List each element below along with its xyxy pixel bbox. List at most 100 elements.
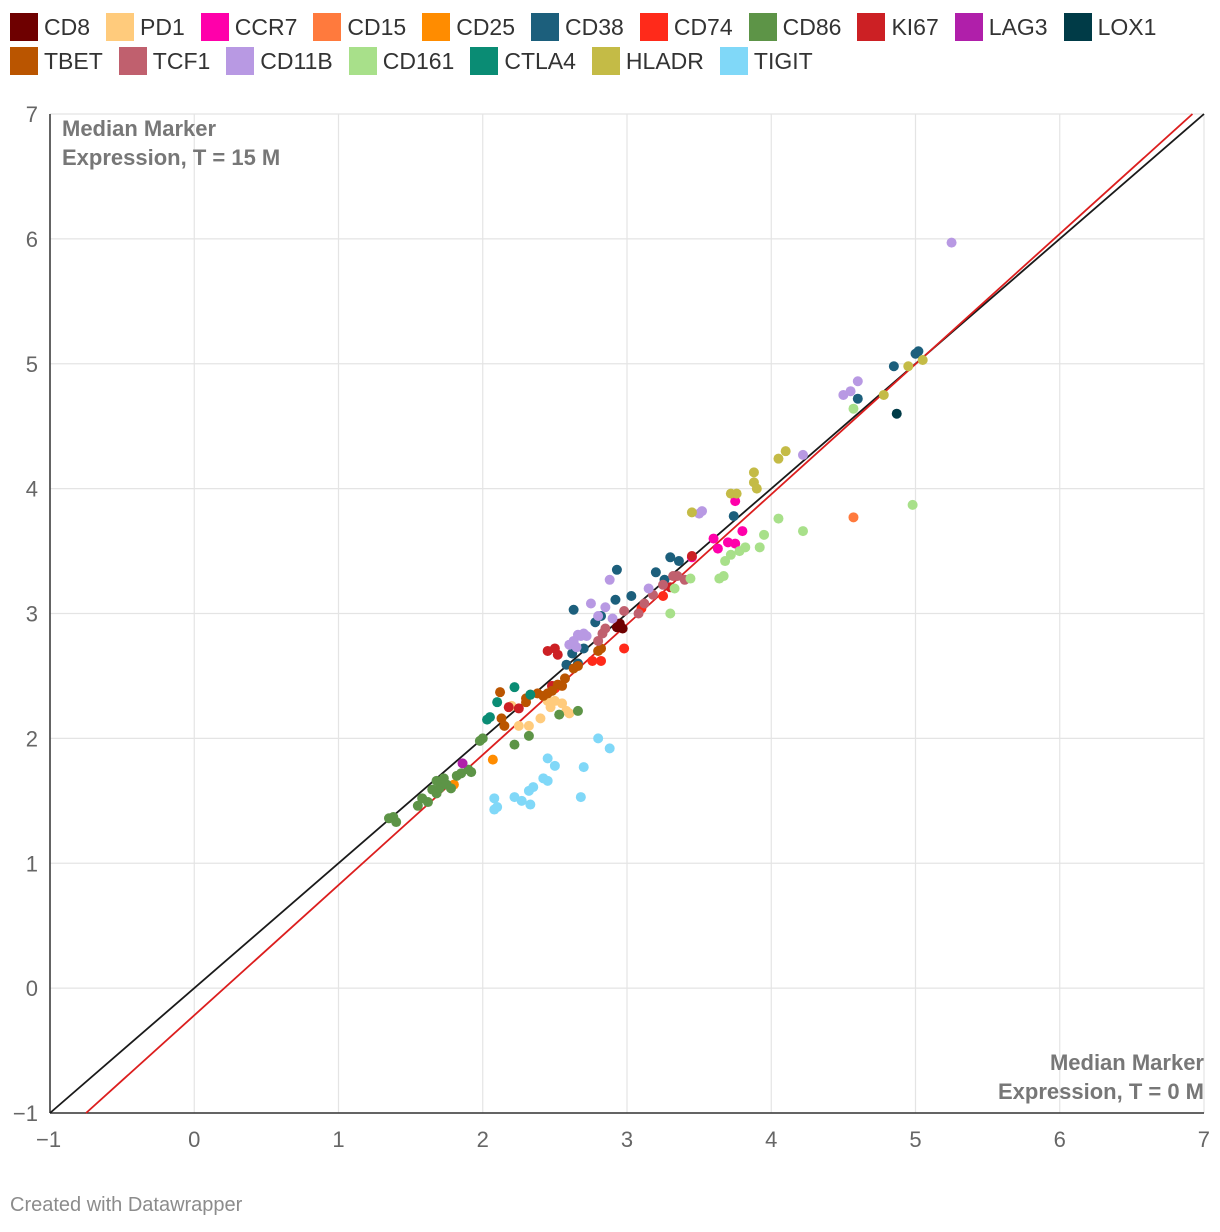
data-point-cd38 (610, 594, 621, 605)
legend-item-cd86: CD86 (748, 13, 841, 41)
annotation-bottom-right: Expression, T = 0 M (998, 1079, 1204, 1104)
data-point-cd11b (581, 630, 592, 641)
data-point-ccr7 (737, 526, 748, 537)
y-tick-label: 5 (26, 352, 38, 377)
data-point-hladr (731, 488, 742, 499)
data-point-tigit (604, 743, 615, 754)
data-point-tbet (495, 687, 506, 698)
data-point-cd161 (669, 583, 680, 594)
legend-label: CD38 (565, 13, 624, 40)
legend-swatch (639, 13, 668, 41)
data-point-cd86 (554, 709, 565, 720)
data-point-tcf1 (639, 598, 650, 609)
data-point-cd161 (759, 529, 770, 540)
data-point-tbet (542, 688, 553, 699)
data-point-cd11b (585, 598, 596, 609)
x-tick-label: 7 (1198, 1127, 1210, 1152)
data-point-cd86 (509, 739, 520, 750)
data-point-tigit (542, 775, 553, 786)
data-point-tcf1 (593, 635, 604, 646)
data-point-tcf1 (600, 623, 611, 634)
data-point-cd38 (611, 564, 622, 575)
data-point-cd161 (797, 526, 808, 537)
legend-item-lag3: LAG3 (954, 13, 1048, 41)
data-point-cd86 (523, 730, 534, 741)
data-point-lox1 (891, 408, 902, 419)
data-point-hladr (878, 389, 889, 400)
legend-label: TBET (44, 47, 103, 74)
data-point-hladr (751, 483, 762, 494)
legend-swatch (348, 47, 377, 75)
data-point-tcf1 (633, 608, 644, 619)
y-tick-label: 7 (26, 102, 38, 127)
legend-item-cd8: CD8 (10, 13, 90, 41)
data-point-cd38 (626, 591, 637, 602)
data-point-tbet (557, 680, 568, 691)
data-point-ccr7 (708, 533, 719, 544)
data-point-tcf1 (658, 579, 669, 590)
data-point-cd11b (600, 602, 611, 613)
data-point-cd86 (438, 773, 449, 784)
legend-label: CD25 (456, 13, 516, 40)
legend-label: KI67 (891, 13, 939, 40)
legend-label: CD8 (44, 13, 91, 40)
legend-label: TCF1 (152, 47, 211, 74)
data-point-tbet (559, 673, 570, 684)
data-point-cd11b (797, 449, 808, 460)
data-point-tigit (593, 733, 604, 744)
data-point-cd38 (888, 361, 899, 372)
x-tick-label: −1 (36, 1127, 61, 1152)
data-point-cd86 (466, 767, 477, 778)
legend-label: LAG3 (988, 13, 1048, 40)
data-point-tbet (596, 643, 607, 654)
data-point-cd86 (477, 733, 488, 744)
y-tick-label: 2 (26, 726, 38, 751)
legend-label: CD15 (347, 13, 407, 40)
legend-swatch (422, 13, 451, 41)
legend-label: CD161 (382, 47, 455, 74)
legend-label: CCR7 (234, 13, 298, 40)
data-point-cd15 (848, 512, 859, 523)
data-point-cd86 (391, 817, 402, 828)
legend-item-ctla4: CTLA4 (470, 47, 576, 75)
data-point-cd11b (607, 613, 618, 624)
data-point-lag3 (457, 758, 468, 769)
legend-swatch (591, 47, 620, 75)
data-point-ki67 (552, 649, 563, 660)
data-point-cd11b (845, 386, 856, 397)
data-point-cd38 (650, 567, 661, 578)
data-point-hladr (903, 361, 914, 372)
data-point-ctla4 (492, 697, 503, 708)
data-point-cd161 (685, 573, 696, 584)
data-point-hladr (780, 446, 791, 457)
data-point-pd1 (535, 713, 546, 724)
data-point-cd86 (427, 784, 438, 795)
data-point-tbet (496, 713, 507, 724)
data-point-cd161 (718, 571, 729, 582)
legend-item-cd11b: CD11B (226, 47, 333, 75)
data-point-cd161 (907, 499, 918, 510)
data-point-ccr7 (730, 538, 741, 549)
data-point-cd38 (852, 393, 863, 404)
data-point-tcf1 (619, 606, 630, 617)
x-tick-label: 0 (188, 1127, 200, 1152)
legend-label: HLADR (625, 47, 704, 74)
legend-swatch (470, 47, 499, 75)
data-point-pd1 (523, 720, 534, 731)
legend-swatch (719, 47, 748, 75)
legend-swatch (1063, 13, 1092, 41)
data-point-ctla4 (509, 682, 520, 693)
x-tick-label: 6 (1054, 1127, 1066, 1152)
annotation-bottom-right: Median Marker (1050, 1050, 1204, 1075)
data-point-cd38 (568, 604, 579, 615)
data-point-cd38 (728, 511, 739, 522)
data-point-ccr7 (730, 496, 741, 507)
legend-swatch (226, 47, 255, 75)
data-point-ki67 (686, 551, 697, 562)
data-point-cd11b (697, 506, 708, 517)
legend: CD8 PD1 CCR7 CD15 CD25 CD38 CD74 CD86 KI67 LAG3 LO… (10, 10, 1215, 78)
data-point-cd11b (852, 376, 863, 387)
data-point-cd25 (487, 754, 498, 765)
data-point-cd86 (446, 783, 457, 794)
